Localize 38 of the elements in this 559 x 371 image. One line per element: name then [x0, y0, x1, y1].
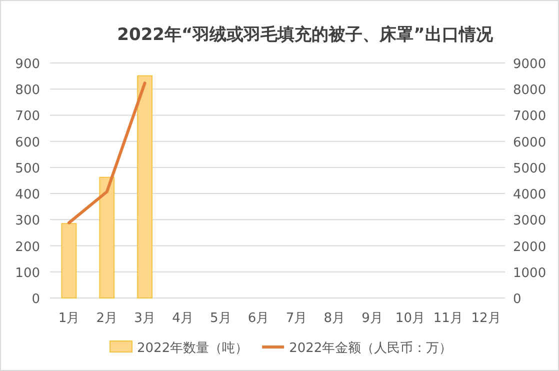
x-tick-label: 11月 — [433, 311, 463, 326]
chart-title: 2022年“羽绒或羽毛填充的被子、床罩”出口情况 — [117, 25, 494, 45]
x-tick-label: 6月 — [248, 311, 270, 326]
x-tick-label: 7月 — [286, 311, 308, 326]
x-tick-label: 10月 — [395, 311, 425, 326]
y2-tick-label: 3000 — [513, 214, 546, 229]
y-tick-label: 600 — [15, 135, 40, 150]
y2-tick-label: 5000 — [513, 161, 546, 176]
bar — [137, 75, 152, 298]
y-tick-label: 200 — [15, 240, 40, 255]
bar — [61, 223, 77, 298]
x-tick-label: 8月 — [324, 311, 346, 326]
x-tick-label: 1月 — [58, 311, 80, 326]
legend-label: 2022年金额（人民币：万） — [289, 341, 452, 356]
y2-tick-label: 4000 — [513, 188, 546, 203]
y2-tick-label: 7000 — [513, 109, 546, 124]
x-tick-label: 4月 — [172, 311, 194, 326]
bar — [99, 176, 115, 298]
y-tick-label: 400 — [15, 188, 40, 203]
x-tick-label: 9月 — [362, 311, 383, 326]
y-tick-label: 700 — [15, 109, 40, 124]
y-tick-label: 100 — [15, 266, 40, 281]
y-tick-label: 900 — [15, 57, 40, 72]
x-tick-label: 2月 — [96, 311, 118, 326]
y-tick-label: 800 — [15, 83, 40, 98]
y2-tick-label: 6000 — [513, 135, 546, 150]
y-tick-label: 300 — [15, 214, 40, 229]
x-tick-label: 3月 — [134, 311, 156, 326]
y2-tick-label: 8000 — [513, 83, 546, 98]
y-tick-label: 0 — [32, 292, 40, 307]
y2-tick-label: 1000 — [513, 266, 546, 281]
y2-tick-label: 9000 — [513, 57, 546, 72]
y2-tick-label: 0 — [513, 292, 522, 307]
y2-tick-label: 2000 — [513, 240, 546, 255]
y-tick-label: 500 — [15, 161, 40, 176]
x-tick-label: 5月 — [210, 311, 232, 326]
legend-label: 2022年数量（吨） — [137, 341, 248, 356]
x-tick-label: 12月 — [471, 311, 501, 326]
